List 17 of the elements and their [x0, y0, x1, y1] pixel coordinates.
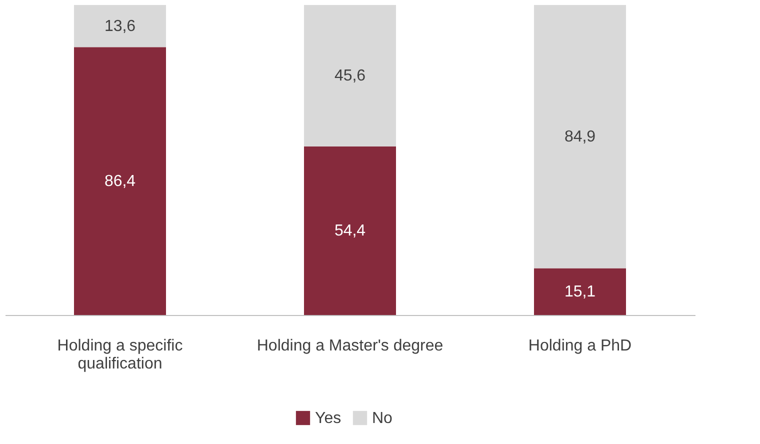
- bar: [534, 268, 626, 315]
- bar: [304, 146, 396, 315]
- data-label: 13,6: [104, 18, 136, 36]
- data-label: 54,4: [334, 222, 366, 240]
- data-label: 15,1: [564, 284, 596, 301]
- legend-label: No: [372, 410, 393, 427]
- bar: [534, 5, 626, 268]
- data-label: 45,6: [334, 68, 366, 85]
- bar: [304, 5, 396, 146]
- bar: [74, 5, 166, 48]
- bar: [74, 47, 166, 315]
- x-tick-label: Holding a Master's degree: [256, 338, 444, 354]
- data-label: 86,4: [104, 173, 136, 190]
- data-label: 84,9: [564, 128, 596, 146]
- x-tick-label: Holding a PhD: [528, 338, 632, 354]
- x-tick-label: Holding a specific qualification: [57, 338, 183, 372]
- legend-label: Yes: [315, 410, 342, 427]
